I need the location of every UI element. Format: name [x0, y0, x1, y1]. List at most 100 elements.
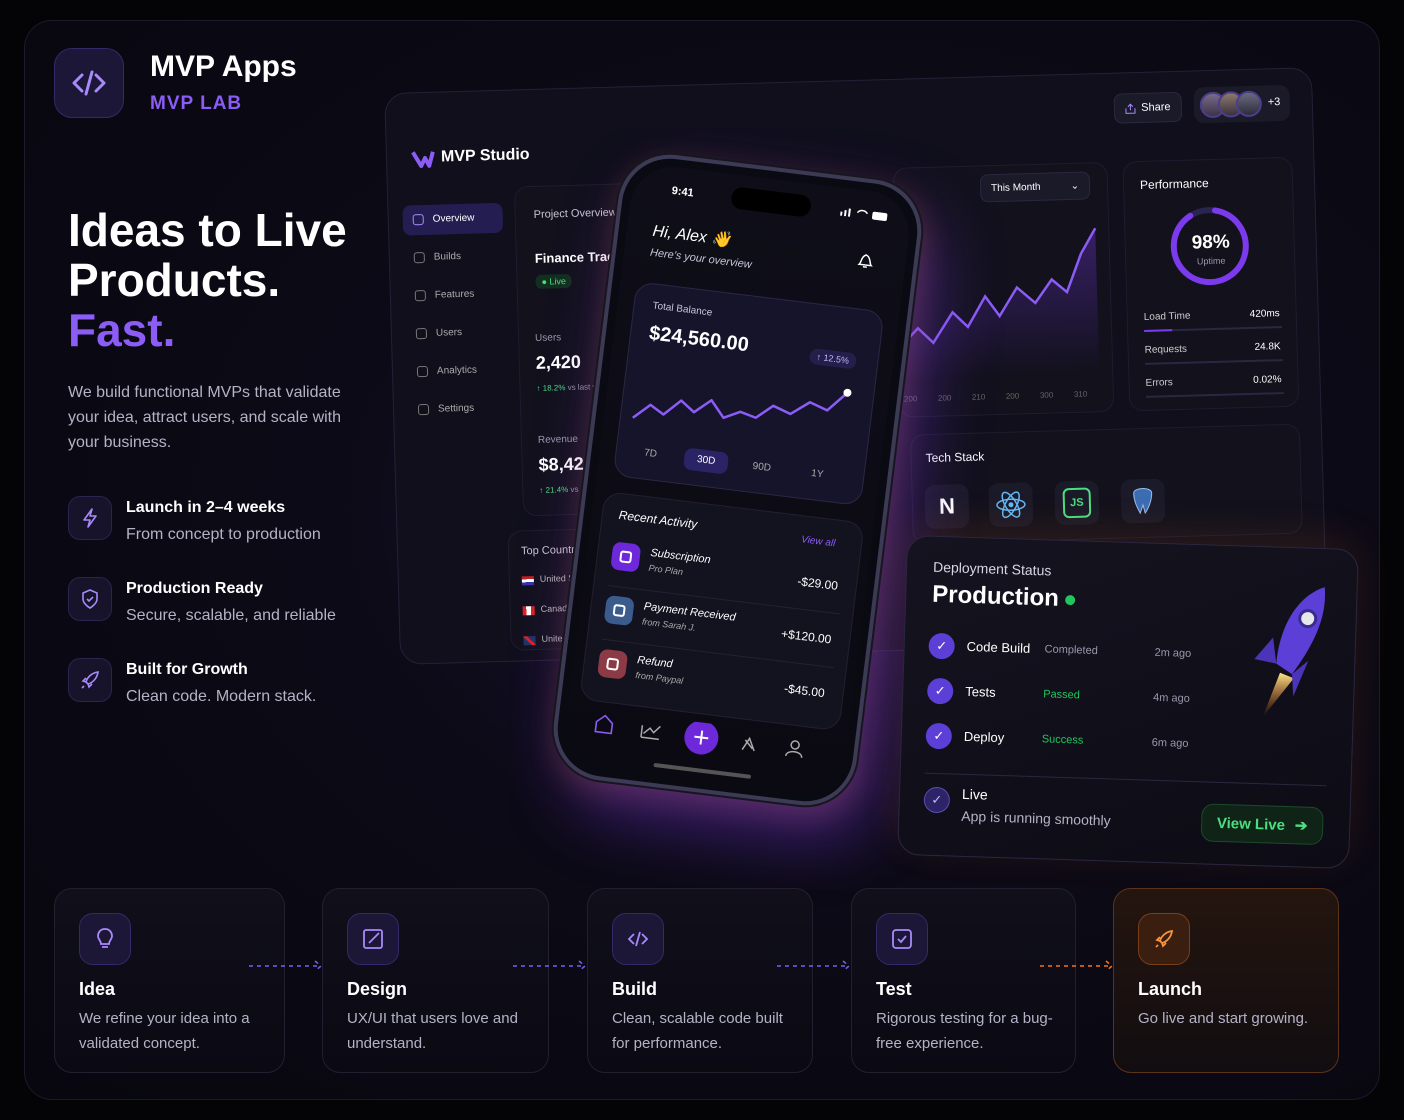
avatar-group: +3 — [1193, 84, 1291, 124]
chart-axis-label: 210 — [971, 392, 986, 402]
arrow-line — [249, 960, 323, 972]
range-tab[interactable]: 30D — [682, 447, 730, 475]
logo — [54, 48, 124, 118]
step-text: Go live and start growing. — [1138, 1010, 1309, 1027]
step-status: Success — [1041, 733, 1084, 747]
view-live-label: View Live — [1216, 814, 1286, 834]
flag — [523, 636, 536, 646]
project-status-text: Live — [549, 276, 567, 287]
tech-js: JS — [1062, 487, 1092, 519]
nav-item[interactable]: Users — [406, 317, 507, 350]
nav-label: Analytics — [436, 364, 478, 377]
uptime-ring — [1170, 207, 1249, 286]
uptime-value: 98% — [1191, 231, 1230, 254]
metric-bar — [1145, 359, 1284, 365]
step-card: Test Rigorous testing for a bug-free expe… — [851, 888, 1076, 1073]
metric-label: Errors — [1145, 377, 1173, 389]
activity-icon — [603, 594, 635, 627]
step-time: 6m ago — [1151, 736, 1189, 750]
status-icons — [839, 208, 888, 222]
divider — [924, 772, 1327, 787]
tech-node: JS — [1054, 480, 1100, 526]
feature-title: Production Ready — [126, 580, 263, 597]
metric-value: 0.02% — [1253, 374, 1282, 386]
chevron: ⌄ — [1070, 180, 1080, 192]
step-title: Idea — [79, 979, 116, 999]
period-select[interactable]: This Month ⌄ — [979, 171, 1091, 203]
nav-item[interactable]: Analytics — [407, 355, 508, 388]
live-check: ✓ — [923, 786, 951, 814]
performance-panel: Performance 98% Uptime Load Time 420ms Req… — [1122, 156, 1300, 412]
feature-icon — [68, 577, 112, 621]
headline-line: Ideas to Live — [68, 204, 347, 256]
balance-label: Total Balance — [651, 300, 713, 319]
activity-amount: -$29.00 — [796, 574, 839, 593]
dashboard: MVP Studio Share +3 Project Overview Fin… — [384, 67, 1328, 665]
step-arrow — [247, 958, 327, 979]
nav-icon — [417, 403, 430, 416]
bell-icon[interactable] — [855, 250, 875, 272]
greeting: Hi, Alex 👋 — [651, 222, 733, 250]
nav-item[interactable]: Settings — [408, 393, 509, 426]
nav-item[interactable]: Overview — [402, 202, 504, 236]
chart-panel: This Month ⌄ 200 200 210 200 300 310 — [892, 161, 1115, 418]
activity-amount: +$120.00 — [780, 626, 833, 647]
nav-item[interactable]: Features — [404, 279, 505, 312]
step-status: Passed — [1043, 688, 1081, 702]
step-text: We refine your idea into a validated con… — [79, 1010, 250, 1052]
studio-brand: MVP Studio — [440, 146, 530, 166]
feature-icon — [68, 496, 112, 540]
icon — [627, 931, 649, 947]
activity-icon — [610, 541, 642, 573]
overview-title: Project Overview — [533, 206, 617, 221]
step-card: Build Clean, scalable code built for perf… — [587, 888, 813, 1073]
step-check: ✓ — [925, 722, 953, 750]
chart-axis-label: 200 — [903, 394, 918, 404]
tech-panel: Tech Stack N JS — [909, 423, 1303, 545]
step-text: Clean, scalable code built for performan… — [612, 1010, 783, 1052]
deployment-title: Deployment Status — [932, 558, 1052, 579]
range-tab[interactable]: 7D — [643, 447, 658, 460]
flag — [522, 606, 535, 616]
share-button[interactable]: Share — [1113, 91, 1183, 124]
users-value: 2,420 — [535, 351, 582, 373]
step-title: Build — [612, 979, 657, 999]
balance-card: Total Balance $24,560.00 ↑ 12.5% 7D 30D 90… — [612, 281, 885, 507]
nav-icon — [412, 214, 424, 226]
more-users: +3 — [1267, 96, 1281, 109]
activity-glyph — [605, 657, 620, 671]
nav-label: Users — [435, 326, 463, 339]
nav-icon — [414, 289, 427, 302]
nav-icon — [416, 365, 429, 378]
chart-axis-label: 300 — [1039, 390, 1054, 400]
feature-text: Secure, scalable, and reliable — [126, 607, 336, 624]
metric-bar — [1144, 326, 1283, 332]
view-all[interactable]: View all — [800, 534, 836, 550]
icon — [892, 929, 912, 949]
metric-label: Requests — [1144, 343, 1188, 356]
range-tab[interactable]: 1Y — [810, 467, 825, 481]
nav-icon — [415, 327, 428, 340]
icon — [363, 929, 383, 949]
nav-item[interactable]: Builds — [403, 241, 504, 274]
step-name: Code Build — [966, 638, 1031, 656]
nav-label: Settings — [437, 402, 475, 415]
activity-glyph — [619, 550, 633, 564]
step-text: UX/UI that users love and understand. — [347, 1010, 518, 1052]
balance-value: $24,560.00 — [647, 322, 750, 357]
flag — [521, 576, 534, 586]
step-arrow — [1038, 958, 1118, 979]
step-icon — [876, 913, 928, 965]
activity-amount: -$45.00 — [783, 681, 826, 701]
feature-text: Clean code. Modern stack. — [126, 688, 317, 705]
activity-subtitle: from Sarah J. — [641, 616, 697, 633]
step-icon — [347, 913, 399, 965]
view-live-button[interactable]: View Live ➔ — [1200, 803, 1324, 846]
range-tab[interactable]: 90D — [751, 460, 772, 474]
nav-label: Overview — [432, 212, 475, 225]
arrow: ➔ — [1294, 817, 1308, 835]
icon — [81, 671, 99, 689]
brand-title: MVP Apps — [150, 50, 297, 83]
balance-change: ↑ 12.5% — [808, 347, 857, 370]
